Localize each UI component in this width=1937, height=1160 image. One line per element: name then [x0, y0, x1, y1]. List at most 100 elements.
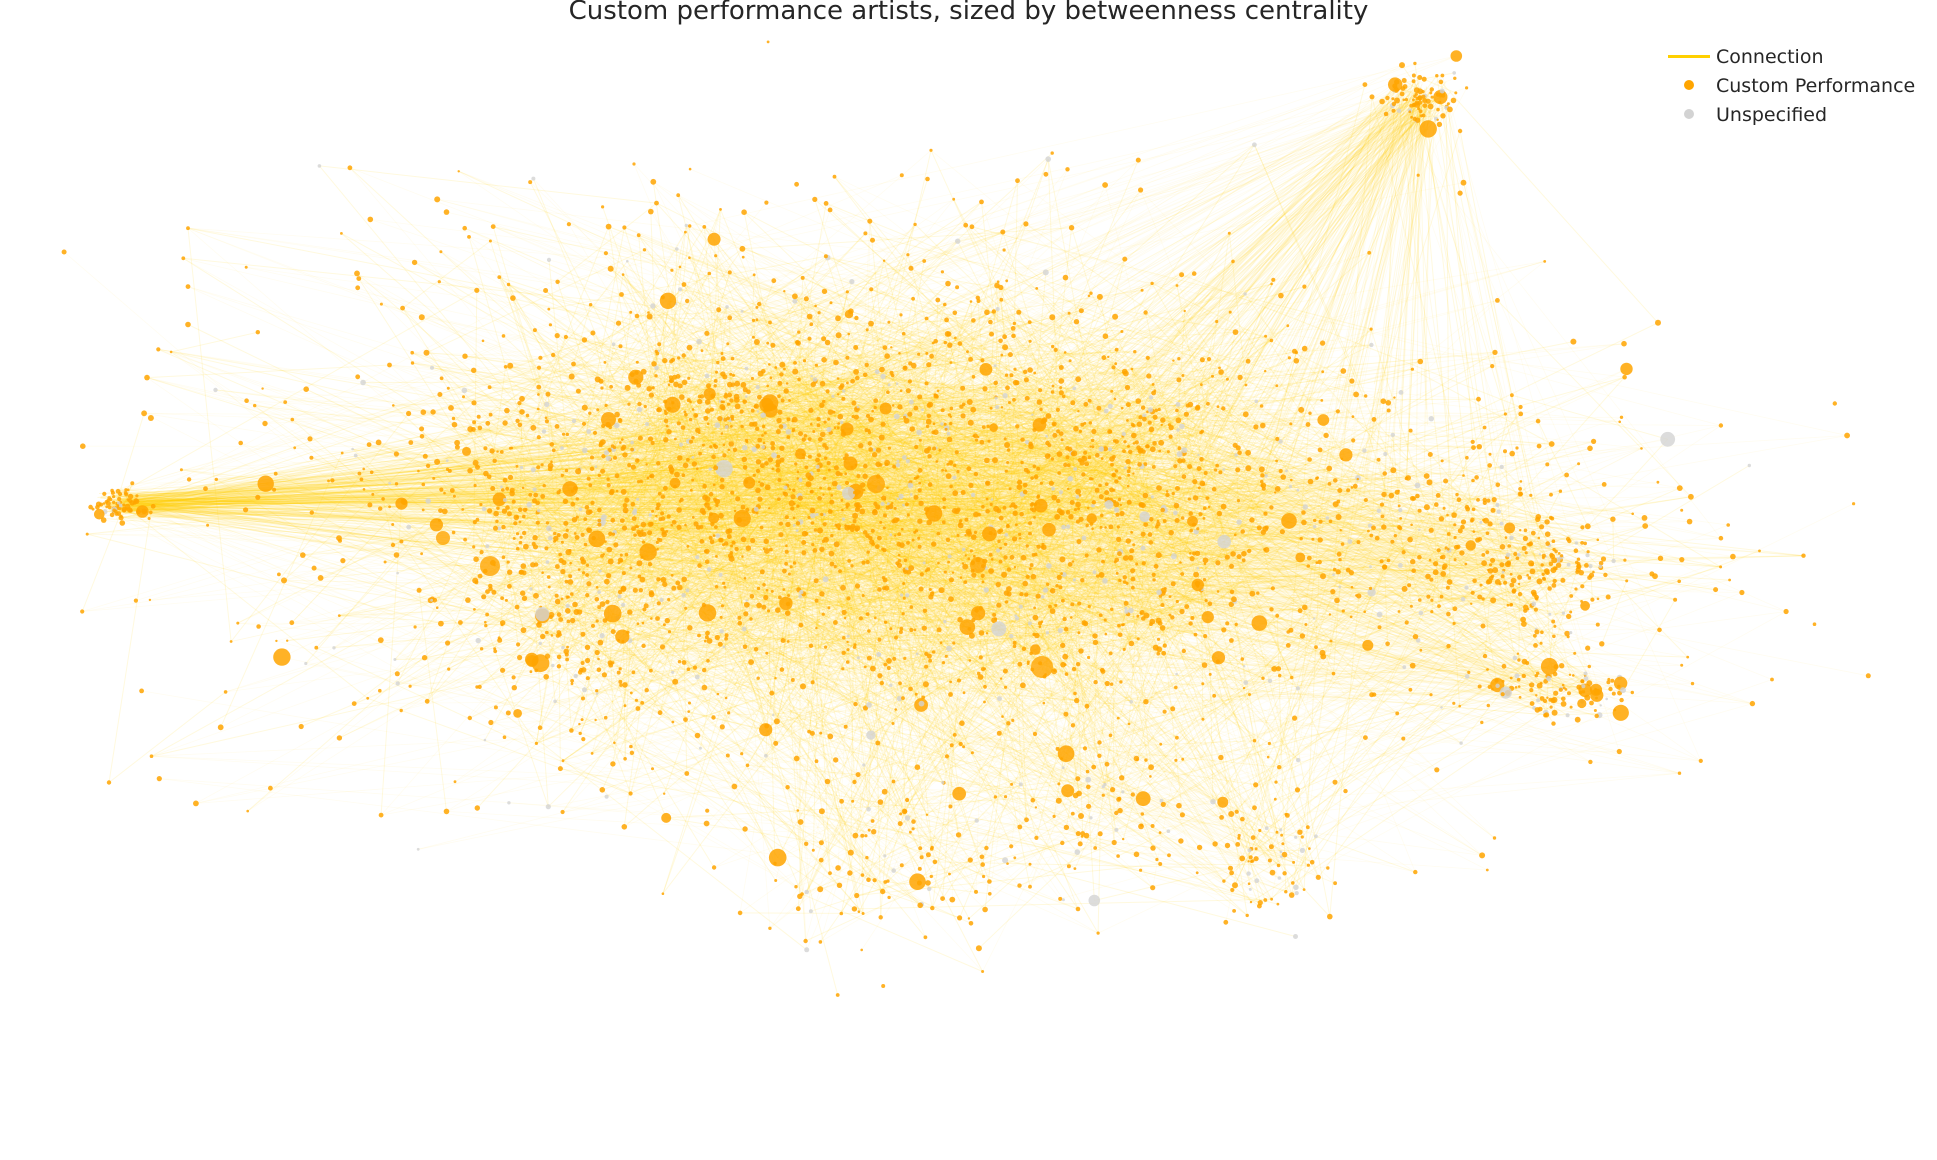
connection-edge	[860, 596, 1043, 619]
connection-edge	[265, 483, 680, 588]
connection-edge	[397, 676, 1045, 684]
connection-edge	[1062, 384, 1247, 665]
connection-edge	[1337, 518, 1402, 573]
connection-edge	[596, 640, 784, 692]
connection-edge	[1309, 496, 1691, 559]
connection-edge	[554, 596, 1043, 702]
connection-edge	[441, 378, 513, 494]
connection-edge	[490, 240, 1079, 522]
connection-edge	[520, 509, 843, 544]
connection-edge	[911, 428, 1211, 605]
connection-edge	[565, 92, 1443, 338]
connection-edge	[635, 505, 1094, 591]
connection-edge	[1266, 662, 1528, 829]
connection-edge	[1089, 456, 1486, 657]
connection-edge	[1131, 600, 1235, 644]
connection-edge	[1462, 526, 1537, 598]
connection-edge	[682, 427, 763, 467]
connection-edge	[968, 409, 1160, 535]
connection-edge	[1275, 484, 1418, 493]
connection-edge	[1106, 499, 1134, 588]
connection-edge	[339, 615, 614, 633]
connection-edge	[839, 349, 1117, 572]
connection-edge	[305, 663, 1181, 842]
connection-edge	[640, 533, 1548, 699]
connection-edge	[612, 490, 759, 508]
connection-edge	[720, 401, 746, 516]
connection-edge	[984, 465, 1218, 670]
connection-edge	[664, 159, 1139, 625]
connection-edge	[1098, 407, 1267, 529]
connection-edge	[1061, 559, 1280, 866]
connection-edge	[690, 396, 701, 491]
connection-edge	[183, 257, 574, 505]
connection-edge	[1019, 406, 1199, 483]
connection-edge	[636, 372, 947, 657]
connection-edge	[904, 433, 1125, 812]
connection-edge	[697, 333, 950, 736]
connection-edge	[1006, 470, 1439, 496]
connection-edge	[1338, 498, 1414, 555]
connection-edge	[908, 100, 1454, 573]
connection-edge	[998, 584, 1253, 595]
connection-edge	[1303, 522, 1521, 531]
connection-edge	[667, 300, 1324, 577]
connection-edge	[481, 543, 874, 553]
connection-edge	[642, 579, 897, 639]
connection-edge	[486, 510, 540, 615]
connection-edge	[829, 872, 960, 919]
connection-edge	[643, 524, 1102, 576]
connection-edge	[919, 304, 946, 849]
connection-edge	[571, 376, 1061, 631]
connection-edge	[225, 523, 1502, 693]
connection-edge	[1002, 96, 1441, 717]
connection-edge	[608, 419, 1002, 519]
connection-edge	[1315, 835, 1416, 873]
connection-edge	[1072, 488, 1278, 562]
connection-edge	[918, 468, 1330, 539]
connection-edge	[932, 592, 1534, 909]
connection-edge	[956, 451, 1268, 829]
connection-edge	[1006, 573, 1183, 594]
connection-edge	[624, 227, 1372, 536]
connection-edge	[634, 512, 1549, 679]
connection-edge	[275, 367, 1220, 475]
connection-edge	[671, 464, 1069, 474]
connection-edge	[679, 457, 1530, 579]
connection-edge	[969, 498, 1109, 630]
connection-edge	[1047, 455, 1118, 574]
connection-edge	[703, 226, 733, 559]
connection-edge	[907, 254, 1024, 686]
connection-edge	[1097, 427, 1172, 577]
connection-edge	[1238, 837, 1309, 866]
connection-edge	[944, 407, 1100, 573]
connection-edge	[1511, 684, 1532, 689]
connection-edge	[1445, 480, 1544, 575]
connection-edge	[1084, 458, 1609, 598]
connection-edge	[904, 367, 1113, 460]
connection-edge	[1006, 468, 1039, 603]
connection-edge	[884, 499, 900, 535]
connection-edge	[716, 379, 1027, 638]
connection-edge	[968, 451, 1169, 470]
connection-edge	[1029, 369, 1598, 541]
connection-edge	[597, 565, 1587, 694]
connection-edge	[668, 80, 1414, 517]
connection-edge	[448, 564, 1569, 670]
connection-edge	[789, 355, 932, 490]
connection-edge	[1292, 546, 1457, 884]
connection-edge	[561, 341, 798, 449]
connection-edge	[862, 362, 952, 596]
connection-edge	[436, 461, 593, 504]
connection-edge	[854, 88, 1404, 783]
connection-edge	[534, 329, 745, 630]
connection-edge	[945, 470, 1524, 620]
connection-edge	[740, 912, 864, 914]
connection-edge	[990, 532, 1106, 582]
connection-edge	[771, 591, 777, 744]
connection-edge	[982, 565, 1078, 701]
connection-edge	[814, 199, 942, 591]
connection-edge	[490, 414, 825, 479]
connection-edge	[723, 312, 820, 403]
